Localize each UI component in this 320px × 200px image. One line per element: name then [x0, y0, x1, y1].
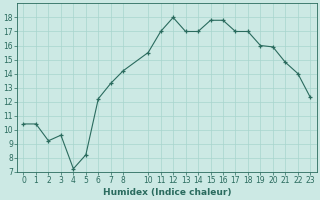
X-axis label: Humidex (Indice chaleur): Humidex (Indice chaleur) — [103, 188, 231, 197]
